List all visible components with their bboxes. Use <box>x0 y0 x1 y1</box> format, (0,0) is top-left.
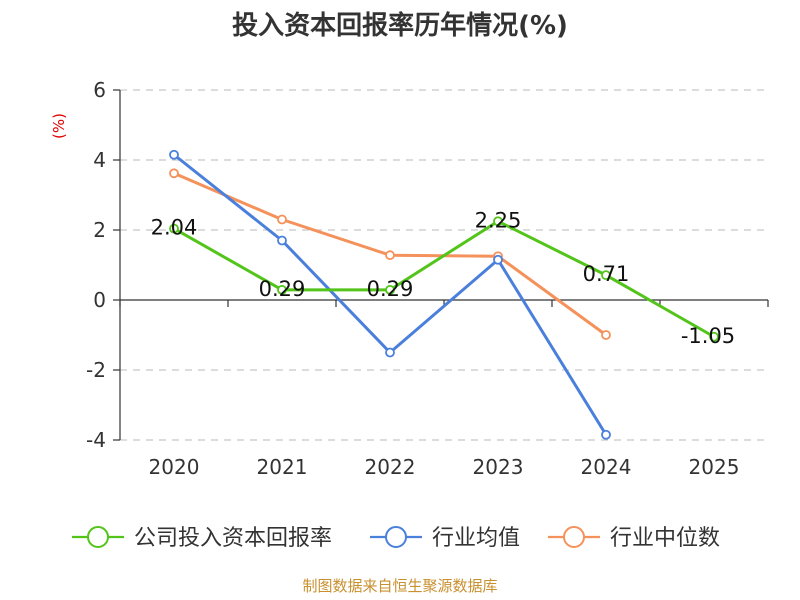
y-tick-label: 2 <box>93 218 106 242</box>
x-tick-label: 2023 <box>473 455 524 479</box>
data-label: 2.04 <box>151 216 198 240</box>
x-tick-label: 2022 <box>365 455 416 479</box>
legend-swatch-marker <box>385 526 407 548</box>
data-point <box>601 270 611 281</box>
legend-swatch-marker <box>563 526 585 548</box>
y-tick-label: -2 <box>86 358 106 382</box>
grid-lines <box>120 89 768 441</box>
x-tick-labels: 2020 2021 2022 2023 2024 2025 <box>149 455 740 479</box>
y-tick-label: 0 <box>93 288 106 312</box>
chart-title: 投入资本回报率历年情况(%) <box>232 10 568 41</box>
data-point <box>601 330 611 340</box>
data-label: 0.29 <box>367 277 414 301</box>
data-point <box>385 284 395 295</box>
data-point <box>709 331 719 342</box>
y-axis-unit-label: (%) <box>50 113 68 139</box>
data-point <box>493 254 503 265</box>
x-tick-label: 2024 <box>581 455 632 479</box>
legend: 公司投入资本回报率 行业均值 行业中位数 <box>72 526 720 551</box>
data-point <box>385 250 395 261</box>
legend-item-0: 公司投入资本回报率 <box>72 526 332 551</box>
legend-label: 公司投入资本回报率 <box>134 526 332 551</box>
data-labels: 2.04 0.29 0.29 2.25 0.71 -1.05 <box>151 208 736 348</box>
data-point <box>277 284 287 295</box>
source-note: 制图数据来自恒生聚源数据库 <box>302 577 497 595</box>
x-tick-label: 2025 <box>689 455 740 479</box>
data-label: 0.71 <box>583 262 630 286</box>
data-label: 0.29 <box>259 277 306 301</box>
y-tick-label: 4 <box>93 148 106 172</box>
legend-item-2: 行业中位数 <box>548 526 720 551</box>
data-label: 2.25 <box>475 208 522 232</box>
data-point <box>169 149 179 160</box>
data-point <box>277 214 287 225</box>
series-group <box>169 149 719 440</box>
data-point <box>385 347 395 358</box>
x-tick-label: 2021 <box>257 455 308 479</box>
axes <box>113 89 769 441</box>
legend-item-1: 行业均值 <box>370 526 520 551</box>
data-point <box>169 168 179 179</box>
series-1 <box>169 149 611 440</box>
data-label: -1.05 <box>681 324 735 348</box>
legend-swatch-marker <box>87 526 109 548</box>
series-0 <box>169 216 719 342</box>
legend-label: 行业中位数 <box>610 526 720 551</box>
data-point <box>277 235 287 246</box>
x-tick-label: 2020 <box>149 455 200 479</box>
y-tick-labels: -4 -2 0 2 4 6 <box>86 78 106 452</box>
legend-label: 行业均值 <box>432 526 520 551</box>
data-point <box>601 429 611 440</box>
data-point <box>169 223 179 234</box>
data-point <box>493 216 503 227</box>
y-tick-label: 6 <box>93 78 106 102</box>
series-2 <box>169 168 611 340</box>
series-line <box>173 219 715 339</box>
y-tick-label: -4 <box>86 428 106 452</box>
